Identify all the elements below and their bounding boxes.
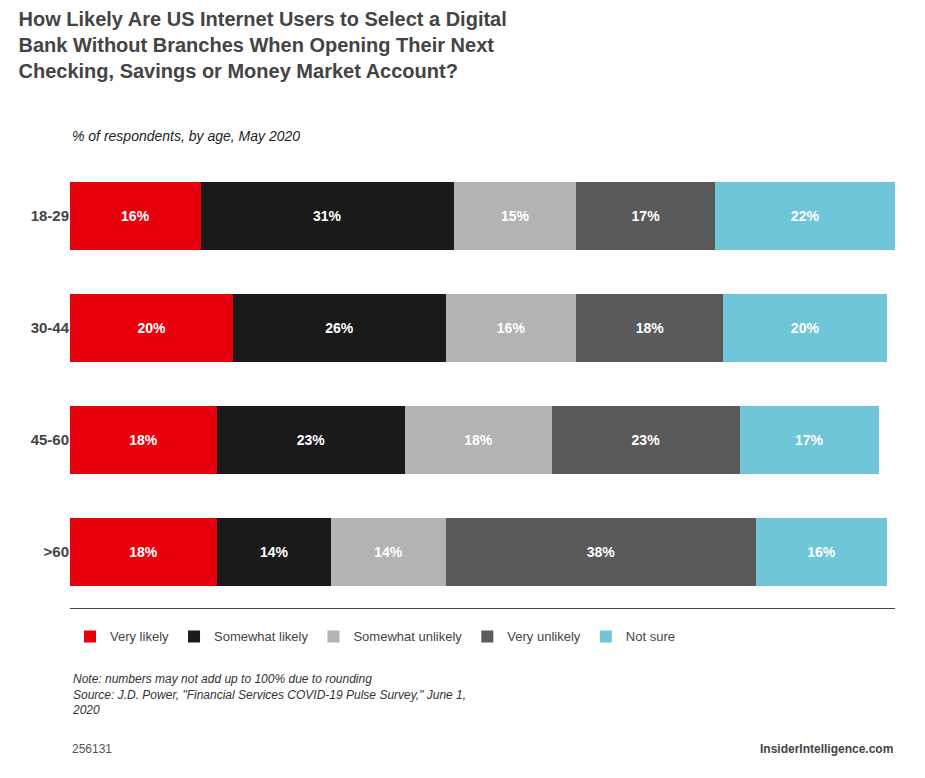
svg-text:18-29: 18-29 [31, 207, 69, 224]
svg-text:23%: 23% [297, 432, 326, 448]
svg-text:18%: 18% [129, 544, 158, 560]
svg-text:% of respondents, by age, May: % of respondents, by age, May 2020 [72, 128, 300, 144]
svg-text:Somewhat likely: Somewhat likely [214, 629, 308, 644]
svg-text:14%: 14% [374, 544, 403, 560]
svg-text:InsiderIntelligence.com: InsiderIntelligence.com [760, 742, 893, 756]
svg-text:How Likely Are US Internet Use: How Likely Are US Internet Users to Sele… [19, 8, 507, 82]
svg-text:16%: 16% [121, 208, 150, 224]
svg-text:18%: 18% [636, 320, 665, 336]
svg-text:31%: 31% [313, 208, 342, 224]
svg-text:Note: numbers may not add up t: Note: numbers may not add up to 100% due… [72, 672, 466, 717]
svg-text:14%: 14% [260, 544, 289, 560]
svg-text:45-60: 45-60 [31, 431, 69, 448]
svg-text:16%: 16% [497, 320, 526, 336]
svg-text:18%: 18% [464, 432, 493, 448]
svg-text:17%: 17% [632, 208, 661, 224]
svg-text:23%: 23% [632, 432, 661, 448]
svg-text:30-44: 30-44 [31, 319, 70, 336]
svg-text:38%: 38% [587, 544, 616, 560]
svg-text:16%: 16% [807, 544, 836, 560]
svg-text:20%: 20% [791, 320, 820, 336]
svg-text:256131: 256131 [72, 742, 112, 756]
svg-text:20%: 20% [137, 320, 166, 336]
svg-text:Not sure: Not sure [626, 629, 675, 644]
svg-text:26%: 26% [325, 320, 354, 336]
svg-text:15%: 15% [501, 208, 530, 224]
svg-text:Very likely: Very likely [110, 629, 169, 644]
svg-text:>60: >60 [44, 543, 69, 560]
svg-text:17%: 17% [795, 432, 824, 448]
svg-text:18%: 18% [129, 432, 158, 448]
svg-text:Somewhat unlikely: Somewhat unlikely [353, 629, 462, 644]
svg-text:Very unlikely: Very unlikely [507, 629, 580, 644]
svg-text:22%: 22% [791, 208, 820, 224]
